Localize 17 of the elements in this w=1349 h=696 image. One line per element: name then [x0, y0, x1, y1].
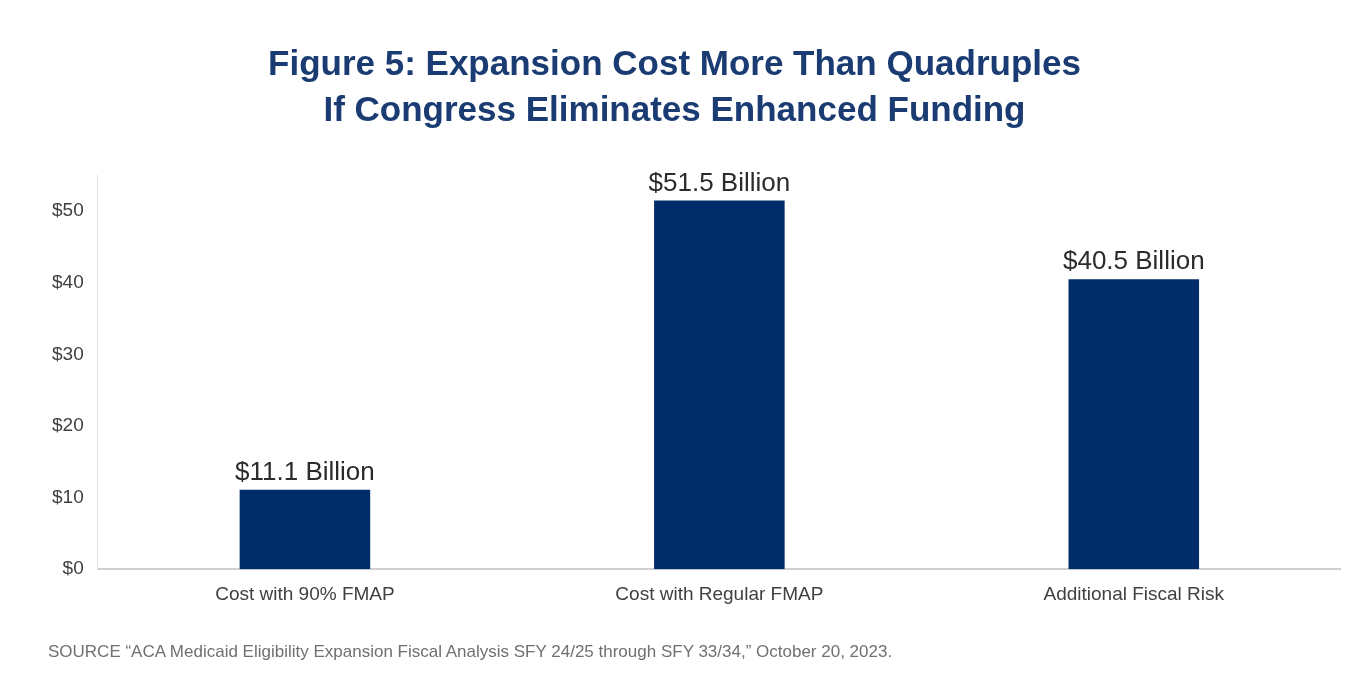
y-tick-label: $10	[52, 485, 84, 507]
y-tick-label: $20	[52, 414, 84, 436]
bar	[1068, 279, 1200, 570]
x-tick-label: Cost with 90% FMAP	[215, 582, 395, 604]
source-note: SOURCE “ACA Medicaid Eligibility Expansion Fiscal Analysis SFY 24/25 through SFY 33/34,” October 20, 2023.	[47, 642, 894, 662]
data-label: $11.1 Billion	[235, 455, 375, 486]
y-tick-label: $40	[52, 271, 84, 293]
data-label: $40.5 Billion	[1062, 245, 1205, 276]
x-tick-label: Additional Fiscal Risk	[1043, 582, 1225, 604]
y-tick-label: $30	[52, 342, 84, 364]
y-tick-label: $0	[62, 557, 84, 579]
bar	[239, 489, 371, 570]
chart-title: Figure 5: Expansion Cost More Than Quadruples If Congress Eliminates Enhanced Funding	[267, 42, 1082, 130]
y-tick-label: $50	[52, 199, 84, 221]
bar	[654, 200, 785, 570]
x-tick-label: Cost with Regular FMAP	[615, 582, 824, 604]
data-label: $51.5 Billion	[648, 166, 791, 197]
